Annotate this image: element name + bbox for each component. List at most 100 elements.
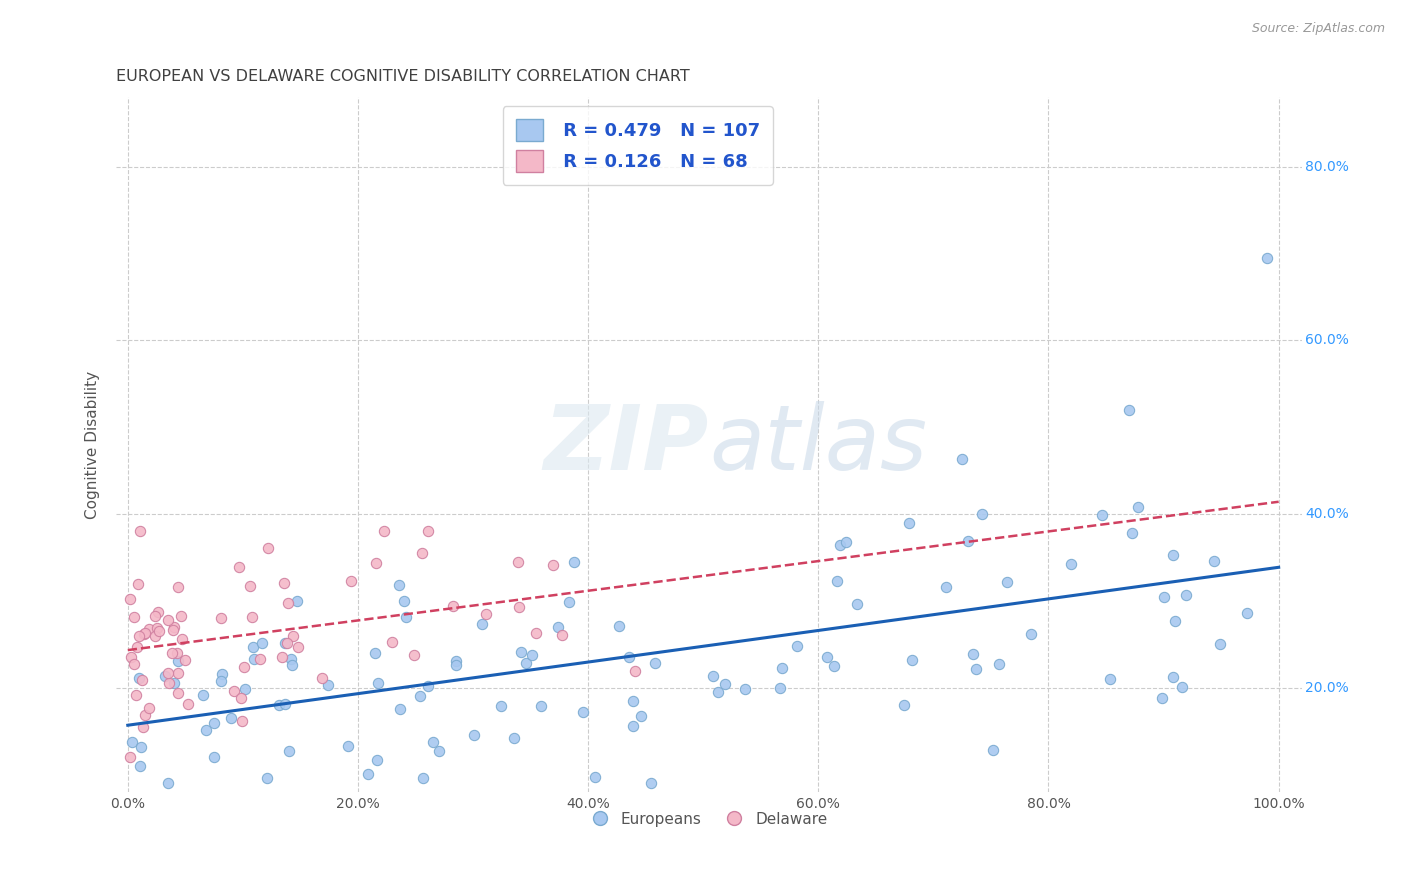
Point [202, 749, 225, 764]
Point [981, 742, 1004, 756]
Point [131, 673, 153, 687]
Point [157, 665, 180, 680]
Point [446, 654, 468, 668]
Point [121, 734, 143, 748]
Point [367, 676, 389, 690]
Point [274, 636, 297, 650]
Point [835, 534, 858, 549]
Point [211, 667, 233, 681]
Point [169, 608, 191, 623]
Point [277, 597, 299, 611]
Point [231, 714, 253, 728]
Point [509, 645, 531, 659]
Point [364, 556, 387, 570]
Point [120, 750, 142, 764]
Point [209, 610, 232, 624]
Point [267, 698, 290, 713]
Point [508, 555, 530, 569]
Point [1060, 558, 1083, 572]
Point [572, 705, 595, 719]
Text: ZIP: ZIP [544, 401, 709, 489]
Point [163, 675, 186, 690]
Point [146, 621, 169, 635]
Text: atlas: atlas [709, 401, 927, 489]
Point [1170, 680, 1192, 694]
Point [340, 574, 363, 588]
Point [122, 609, 145, 624]
Point [1126, 500, 1149, 515]
Point [381, 635, 404, 649]
Point [475, 607, 498, 621]
Point [157, 676, 180, 690]
Point [1121, 525, 1143, 540]
Point [1175, 588, 1198, 602]
Point [395, 610, 418, 624]
Point [409, 689, 432, 703]
Point [543, 558, 565, 572]
Point [972, 508, 994, 522]
Point [316, 678, 339, 692]
Point [422, 734, 444, 748]
Point [830, 538, 852, 552]
Point [640, 776, 662, 790]
Point [901, 652, 924, 666]
Point [256, 771, 278, 785]
Text: EUROPEAN VS DELAWARE COGNITIVE DISABILITY CORRELATION CHART: EUROPEAN VS DELAWARE COGNITIVE DISABILIT… [117, 69, 690, 84]
Point [202, 715, 225, 730]
Point [935, 580, 957, 594]
Point [770, 661, 793, 675]
Point [239, 579, 262, 593]
Point [621, 694, 644, 708]
Point [273, 576, 295, 591]
Point [134, 626, 156, 640]
Point [287, 640, 309, 654]
Point [138, 701, 160, 715]
Text: 20.0%: 20.0% [1305, 681, 1348, 695]
Point [231, 690, 253, 705]
Point [547, 620, 569, 634]
Point [412, 771, 434, 785]
Point [520, 648, 543, 662]
Point [166, 686, 188, 700]
Point [416, 524, 439, 539]
Point [389, 702, 412, 716]
Point [1021, 627, 1043, 641]
Point [1236, 607, 1258, 621]
Point [162, 623, 184, 637]
Point [148, 624, 170, 638]
Point [702, 669, 724, 683]
Point [252, 636, 274, 650]
Point [846, 598, 869, 612]
Point [825, 574, 848, 588]
Point [160, 646, 183, 660]
Point [242, 640, 264, 654]
Point [624, 665, 647, 679]
Point [607, 619, 630, 633]
Point [392, 594, 415, 608]
Point [222, 683, 245, 698]
Point [630, 709, 652, 723]
Text: 60.0%: 60.0% [1305, 334, 1350, 347]
Point [489, 699, 512, 714]
Point [444, 657, 467, 672]
Point [713, 677, 735, 691]
Point [962, 647, 984, 661]
Point [249, 652, 271, 666]
Point [167, 666, 190, 681]
Point [621, 719, 644, 733]
Point [1204, 554, 1226, 568]
Point [617, 650, 640, 665]
Point [122, 657, 145, 671]
Point [166, 646, 188, 660]
Point [166, 580, 188, 594]
Point [166, 655, 188, 669]
Point [1161, 548, 1184, 562]
Point [404, 648, 426, 662]
Point [471, 616, 494, 631]
Point [823, 659, 845, 673]
Point [193, 689, 215, 703]
Point [221, 711, 243, 725]
Text: 80.0%: 80.0% [1305, 160, 1350, 174]
Point [156, 776, 179, 790]
Point [274, 698, 297, 712]
